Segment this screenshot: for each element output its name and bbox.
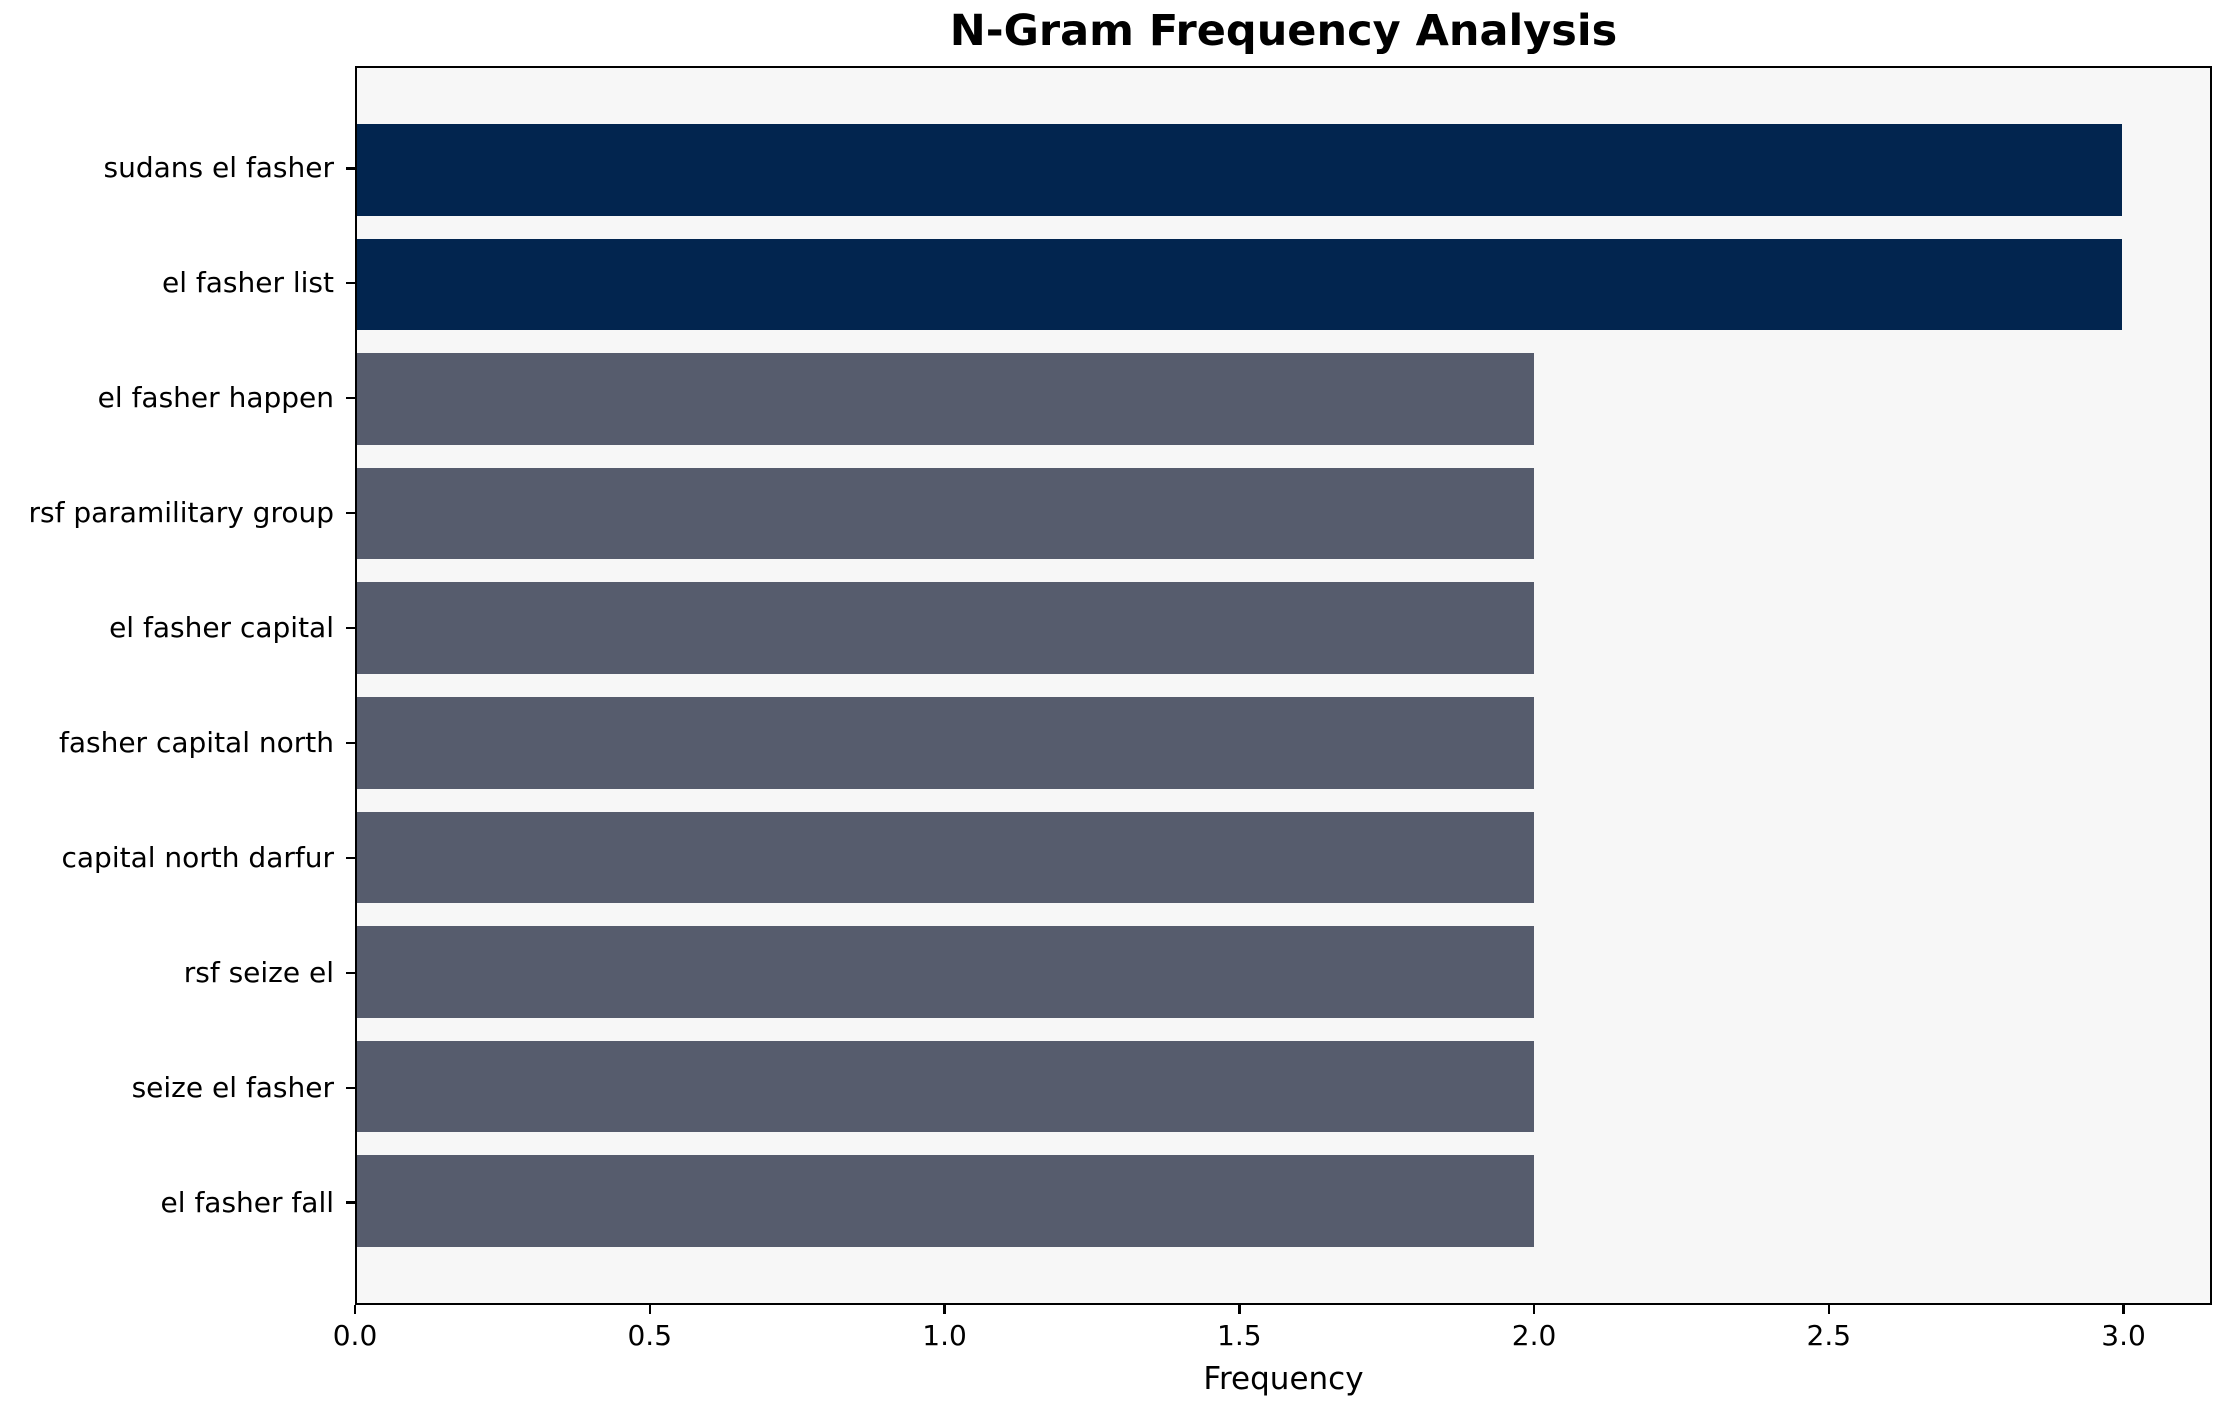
x-tick-label: 0.5 [627,1319,673,1352]
bar [357,1155,1534,1247]
y-tick-mark [346,511,355,515]
y-tick-label: rsf seize el [183,955,334,989]
y-tick-mark [346,1086,355,1090]
bar [357,696,1534,789]
y-tick-mark [346,626,355,630]
y-tick-mark [346,856,355,860]
plot-area [355,66,2212,1305]
y-tick-label: el fasher fall [160,1185,334,1219]
bar [357,124,2122,216]
y-tick-mark [346,167,355,170]
bar [357,238,2122,331]
y-tick-mark [346,1201,355,1204]
x-tick-label: 0.0 [332,1319,378,1352]
bar [357,582,1534,675]
y-tick-label: fasher capital north [58,725,334,759]
y-tick-mark [346,396,355,400]
chart-title: N-Gram Frequency Analysis [949,6,1618,56]
bar [357,353,1534,445]
x-tick-mark [2122,1305,2125,1314]
x-tick-mark [1238,1305,1241,1314]
x-tick-label: 3.0 [2101,1319,2146,1352]
x-tick-label: 1.0 [922,1319,967,1352]
x-tick-mark [1827,1305,1831,1314]
y-tick-mark [346,281,355,285]
y-tick-label: capital north darfur [61,840,335,874]
bar [357,926,1534,1018]
x-axis-label: Frequency [1203,1361,1364,1397]
y-tick-label: sudans el fasher [103,151,335,185]
y-tick-label: rsf paramilitary group [28,496,334,530]
y-tick-label: el fasher capital [109,611,334,645]
y-tick-mark [346,741,355,745]
x-tick-label: 2.5 [1806,1319,1852,1352]
x-tick-label: 1.5 [1217,1319,1262,1352]
x-tick-mark [943,1305,946,1314]
bar [357,467,1534,560]
y-tick-label: el fasher happen [97,381,334,415]
bar [357,1040,1534,1133]
x-tick-label: 2.0 [1511,1319,1557,1352]
y-tick-mark [346,971,355,975]
x-tick-mark [353,1305,357,1314]
x-tick-mark [1532,1305,1536,1314]
y-tick-label: el fasher list [161,266,334,300]
y-tick-label: seize el fasher [131,1070,334,1104]
x-tick-mark [648,1305,651,1314]
bar [357,811,1534,904]
